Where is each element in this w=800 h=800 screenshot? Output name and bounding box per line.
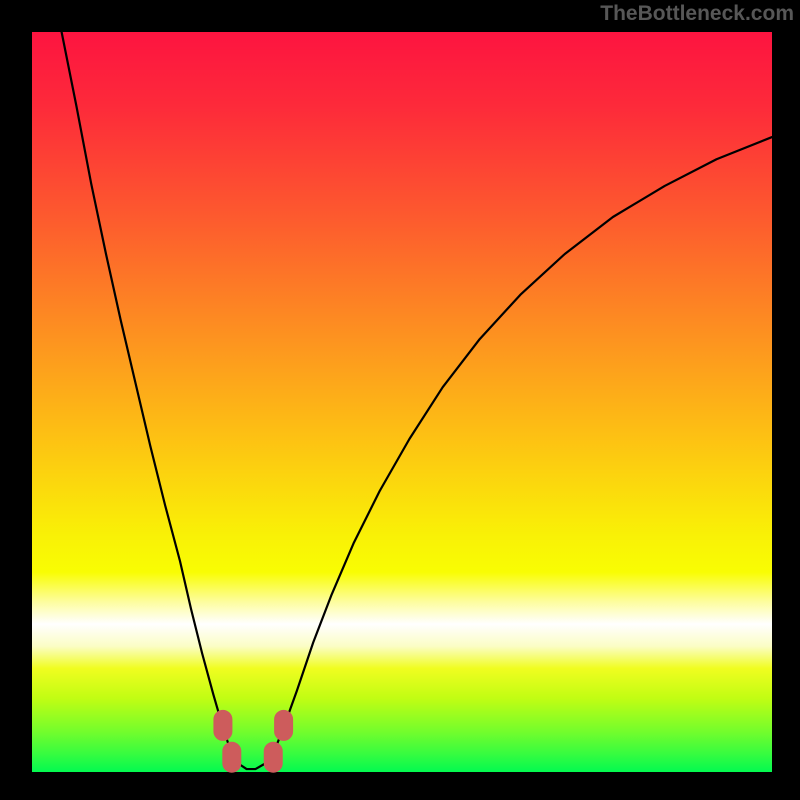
highlight-marker — [214, 710, 232, 740]
highlight-marker — [275, 710, 293, 740]
highlight-marker — [264, 742, 282, 772]
bottleneck-curve — [62, 32, 772, 769]
chart-stage: TheBottleneck.com — [0, 0, 800, 800]
highlight-markers — [214, 710, 293, 772]
chart-overlay — [32, 32, 772, 772]
watermark-label: TheBottleneck.com — [600, 2, 794, 26]
highlight-marker — [223, 742, 241, 772]
plot-area — [32, 32, 772, 772]
